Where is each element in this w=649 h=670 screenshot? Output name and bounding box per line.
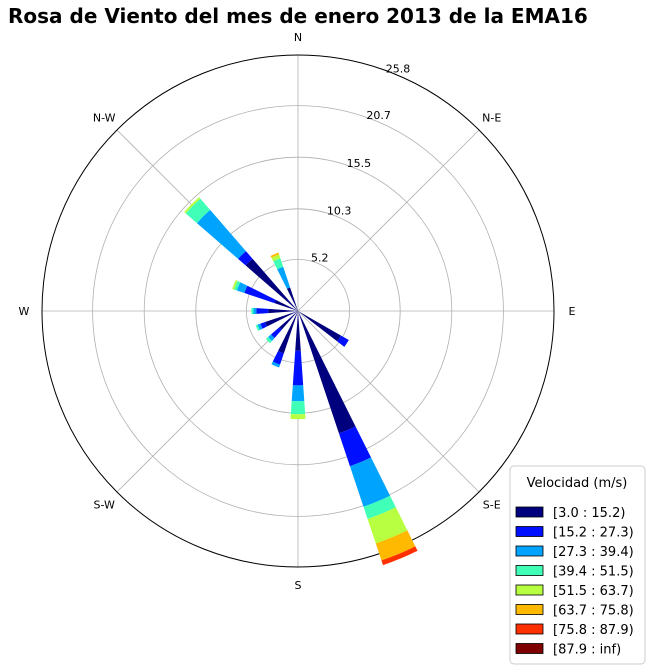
direction-label: S [295, 579, 302, 592]
wind-bar-segment [286, 287, 298, 311]
wind-bar-segment [298, 311, 356, 434]
wind-bar-segment [338, 426, 372, 467]
wind-bar-segment [251, 307, 254, 315]
wind-bar-segment [265, 311, 298, 327]
radial-tick-label: 5.2 [311, 251, 329, 264]
wind-bar-segment [271, 327, 282, 338]
wind-bar-segment [274, 299, 298, 311]
wind-bar-segment [268, 334, 275, 341]
legend-label: [51.5 : 63.7) [553, 584, 634, 599]
wind-bar-segment [244, 285, 276, 304]
wind-bar-segment [184, 197, 201, 214]
direction-label: N [294, 31, 302, 44]
wind-bar-segment [270, 252, 280, 258]
wind-bar-segment [291, 385, 305, 402]
radial-tick-labels: 5.2 10.3 15.5 20.7 25.8 [311, 62, 410, 264]
wind-bar-segment [234, 280, 241, 291]
direction-label: W [19, 305, 30, 318]
legend-swatch [515, 506, 544, 518]
legend-title: Velocidad (m/s) [527, 476, 628, 491]
wind-bar-segment [232, 280, 238, 290]
wind-bar-segment [273, 258, 284, 270]
wind-bar-segment [295, 311, 301, 351]
radial-tick-label: 15.5 [347, 157, 372, 170]
legend-swatch [515, 643, 544, 654]
legend-swatch [515, 623, 544, 635]
chart-title: Rosa de Viento del mes de enero 2013 de … [8, 4, 588, 28]
wind-bar-segment [349, 457, 391, 507]
wind-bars [184, 197, 418, 566]
direction-labels: N N-E E S-E S S-W W N-W [19, 31, 576, 592]
direction-label: S-W [94, 499, 116, 512]
wind-bar-segment [271, 361, 281, 368]
direction-label: N-E [482, 111, 501, 124]
grid-spoke [297, 129, 480, 312]
legend-frame [509, 465, 646, 665]
direction-label: E [569, 305, 576, 318]
wind-bar-segment [375, 530, 416, 561]
radial-tick-label: 10.3 [327, 205, 352, 218]
wind-bar-segment [256, 308, 269, 314]
wind-bar-segment [271, 254, 281, 262]
radial-tick-label: 20.7 [366, 109, 391, 122]
legend-swatch [515, 584, 544, 596]
legend-label: [3.0 : 15.2) [553, 506, 625, 521]
legend-label: [87.9 : inf) [553, 643, 621, 658]
wind-bar-segment [381, 546, 418, 566]
wind-bar-segment [255, 324, 260, 331]
legend-label: [39.4 : 51.5) [553, 565, 634, 580]
wind-bar-segment [290, 413, 306, 420]
wind-bar-segment [272, 350, 284, 365]
wind-bar-segment [196, 209, 246, 259]
grid-spoke [297, 310, 480, 493]
wind-bar-segment [290, 401, 306, 415]
wind-bar-segment [253, 307, 257, 315]
radial-tick-label: 25.8 [386, 62, 411, 75]
wind-bar-segment [185, 198, 211, 224]
wind-bar-segment [257, 323, 263, 331]
legend: Velocidad (m/s) [3.0 : 15.2) [15.2 : 27.3… [509, 465, 646, 665]
outer-frame [41, 54, 555, 568]
wind-bar-segment [279, 311, 298, 330]
legend-swatch [515, 604, 544, 615]
legend-swatch [515, 526, 544, 537]
legend-swatch [515, 565, 544, 576]
direction-label: N-W [93, 111, 116, 124]
wind-bar-segment [245, 258, 298, 311]
wind-bar-segment [337, 335, 349, 347]
wind-bar-segment [268, 308, 298, 314]
legend-label: [27.3 : 39.4) [553, 545, 634, 560]
wind-bar-segment [265, 337, 272, 344]
wind-bar-segment [236, 282, 248, 294]
wind-bar-segment [277, 266, 291, 289]
wind-bar-segment [298, 311, 342, 342]
wind-bar-segment [292, 350, 304, 386]
direction-label: S-E [483, 499, 501, 512]
legend-swatch [515, 545, 544, 557]
wind-bar-segment [260, 322, 267, 329]
wind-bar-segment [367, 507, 408, 544]
legend-label: [15.2 : 27.3) [553, 526, 634, 541]
wind-bar-segment [363, 495, 396, 519]
wind-bar-segment [278, 311, 298, 354]
legend-label: [75.8 : 87.9) [553, 623, 634, 638]
wind-bar-segment [238, 251, 253, 266]
legend-label: [63.7 : 75.8) [553, 604, 634, 619]
